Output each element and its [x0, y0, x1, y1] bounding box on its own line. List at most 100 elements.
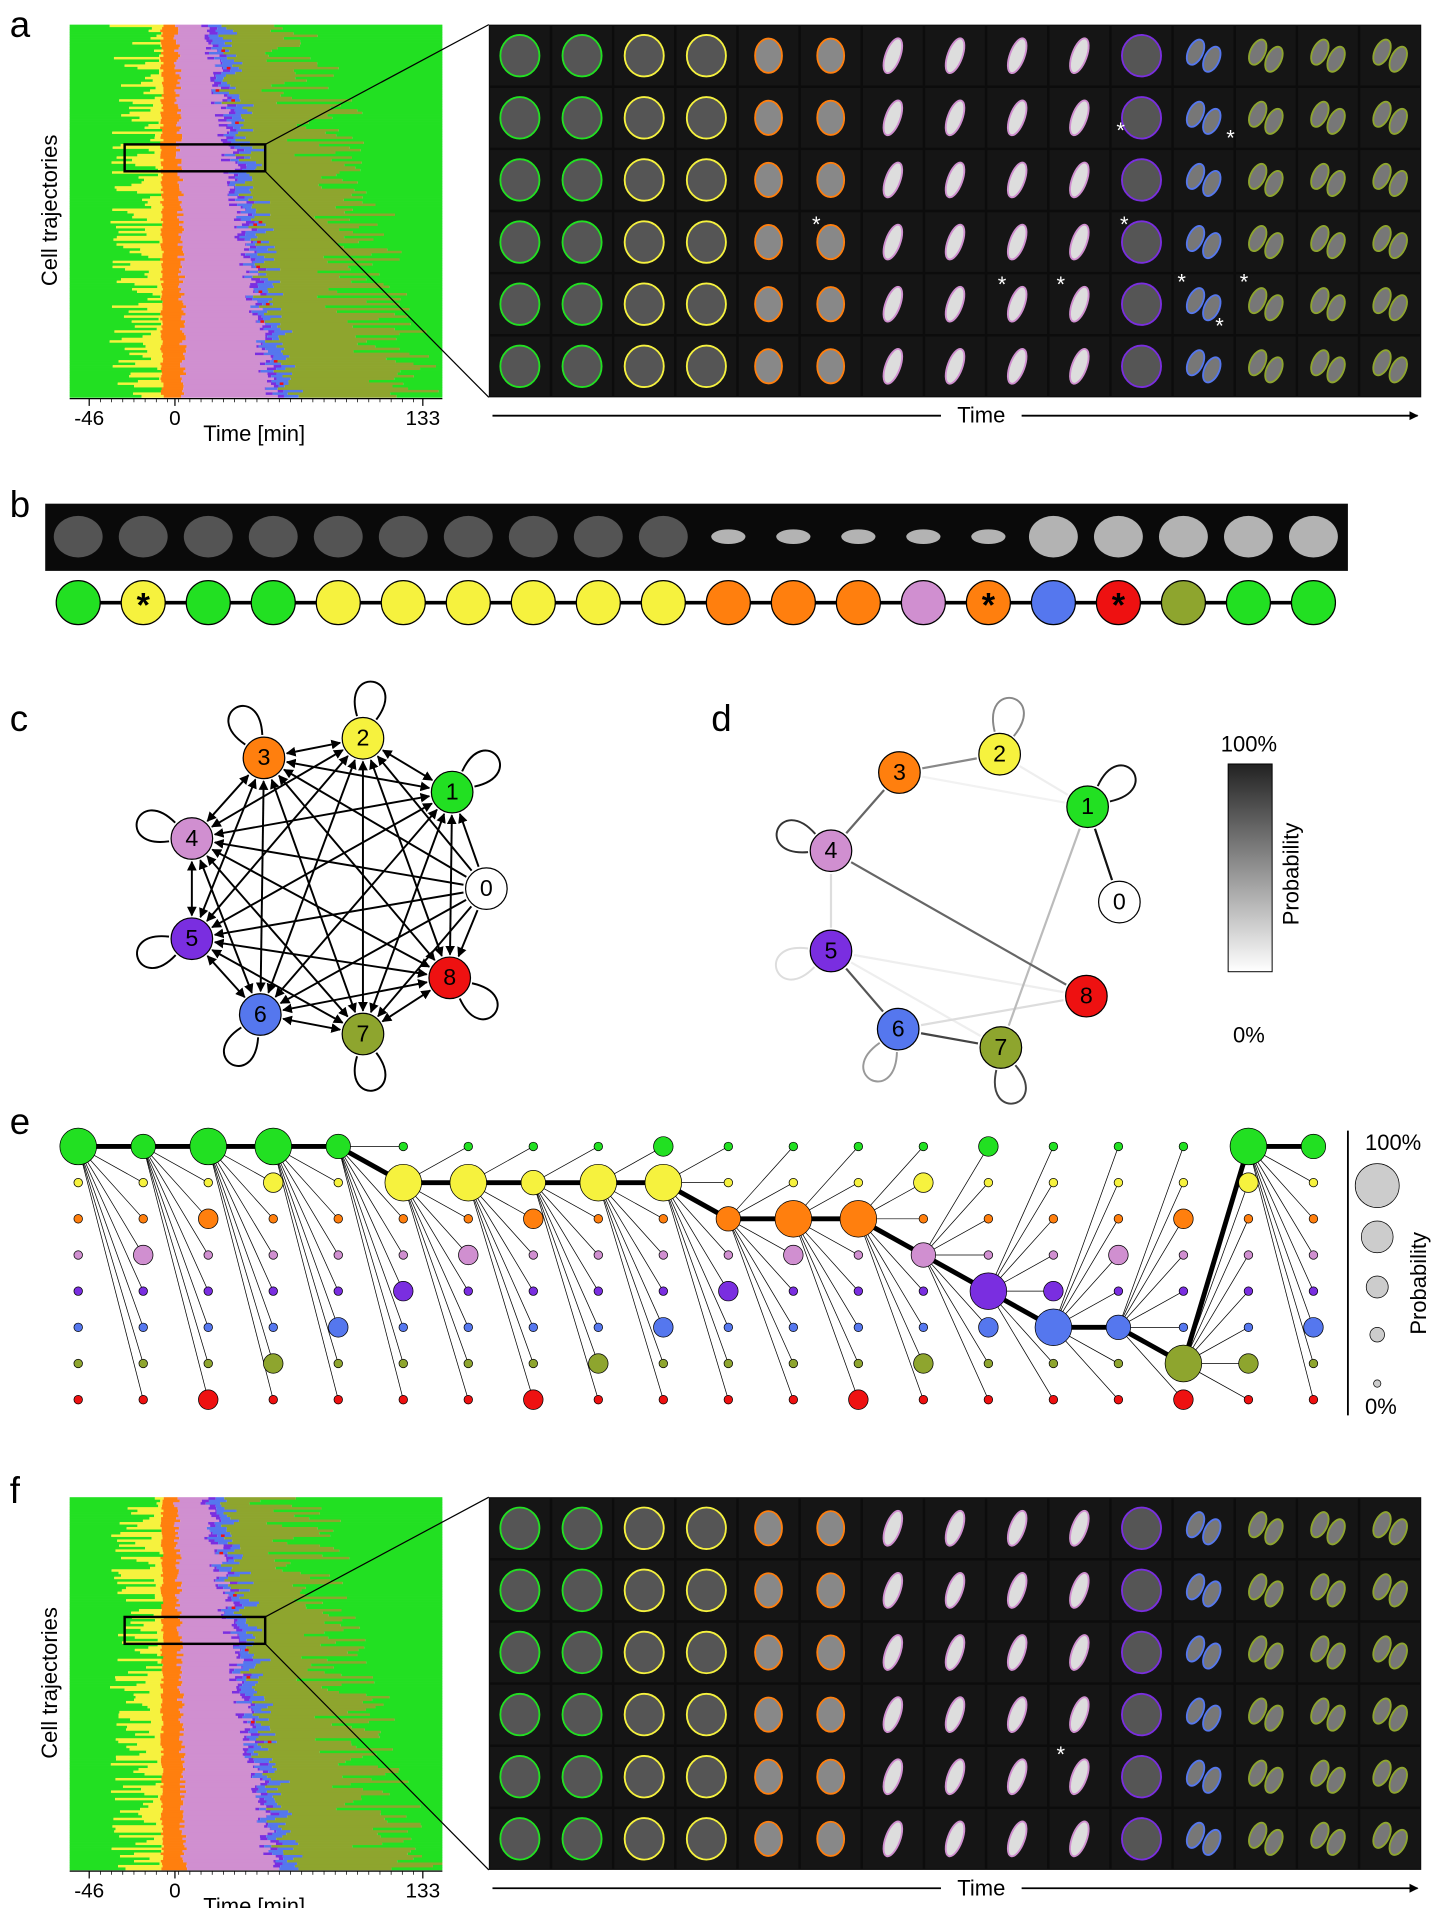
heatmap-cell — [350, 1758, 443, 1761]
nucleus — [1121, 1817, 1162, 1861]
heatmap-cell — [180, 1554, 225, 1558]
heatmap-cell — [241, 1613, 329, 1617]
heatmap-cell — [249, 188, 355, 192]
heatmap-cell — [243, 1594, 305, 1597]
heatmap-cell — [163, 1730, 180, 1734]
heatmap-cell — [321, 1686, 443, 1689]
tree-node — [254, 1127, 292, 1166]
heatmap-cell — [163, 166, 182, 170]
heatmap-cell — [174, 66, 222, 70]
nucleus — [561, 1817, 603, 1861]
heatmap-cell — [244, 1750, 247, 1754]
heatmap-cell — [229, 1678, 237, 1682]
heatmap-cell — [160, 330, 183, 334]
heatmap-cell — [69, 1514, 155, 1518]
x-axis-label: Time [min] — [203, 1894, 305, 1908]
tree-node — [853, 1286, 864, 1296]
heatmap-cell — [251, 1710, 255, 1714]
heatmap-cell — [160, 1522, 175, 1525]
heatmap-cell — [179, 1738, 243, 1742]
state-circle — [1225, 580, 1272, 626]
heatmap-cell — [209, 1512, 217, 1515]
heatmap-cell — [150, 138, 164, 142]
heatmap-cell — [176, 84, 213, 88]
heatmap-cell — [162, 1534, 176, 1538]
tree-node — [718, 1281, 739, 1302]
heatmap-cell — [244, 1755, 252, 1759]
state-node — [1065, 974, 1108, 1018]
heatmap-cell — [179, 1613, 222, 1617]
node-label: 6 — [892, 1016, 905, 1042]
heatmap-cell — [179, 94, 224, 98]
heatmap-cell — [154, 96, 164, 100]
heatmap-cell — [243, 124, 297, 127]
heatmap-cell — [226, 1556, 234, 1560]
heatmap-cell — [161, 183, 180, 187]
nucleus — [1069, 285, 1090, 323]
state-circle — [445, 580, 491, 626]
tree-node — [73, 1177, 83, 1188]
heatmap-cell — [69, 76, 146, 80]
heatmap-cell — [258, 1715, 315, 1719]
nucleus — [754, 224, 783, 261]
heatmap-cell — [231, 39, 301, 43]
heatmap-cell — [280, 1864, 295, 1868]
heatmap-cell — [394, 377, 443, 381]
tree-edge — [402, 1182, 469, 1328]
heatmap-cell — [408, 1780, 443, 1784]
heatmap-cell — [282, 1842, 299, 1846]
heatmap-cell — [162, 355, 185, 358]
heatmap-cell — [182, 330, 269, 334]
heatmap-cell — [246, 1616, 356, 1620]
heatmap-cell — [69, 1713, 119, 1717]
heatmap-cell — [240, 126, 307, 130]
heatmap-cell — [184, 355, 271, 358]
heatmap-cell — [262, 1777, 272, 1781]
heatmap-cell — [257, 300, 269, 304]
heatmap-cell — [69, 1847, 112, 1851]
heatmap-cell — [268, 330, 275, 334]
tree-node — [263, 1353, 284, 1374]
heatmap-cell — [161, 265, 183, 269]
heatmap-cell — [161, 47, 179, 50]
heatmap-cell — [227, 104, 237, 108]
heatmap-cell — [148, 29, 161, 33]
heatmap-cell — [69, 1782, 156, 1786]
heatmap-cell — [258, 1735, 380, 1739]
heatmap-cell — [330, 1534, 443, 1538]
tree-node — [463, 1286, 473, 1296]
heatmap-cell — [267, 248, 388, 252]
heatmap-cell — [285, 367, 421, 371]
heatmap-cell — [134, 1852, 161, 1856]
heatmap-cell — [162, 104, 178, 108]
heatmap-cell — [69, 1676, 116, 1679]
edge — [845, 967, 884, 1013]
heatmap-cell — [276, 250, 402, 254]
heatmap-cell — [249, 1599, 295, 1602]
heatmap-cell — [69, 1835, 120, 1838]
nucleus — [882, 37, 904, 75]
heatmap-cell — [234, 178, 238, 182]
heatmap-cell — [236, 225, 249, 229]
tree-edge — [1118, 1254, 1184, 1328]
heatmap-cell — [69, 1554, 165, 1558]
nucleus — [561, 1630, 603, 1675]
heatmap-cell — [69, 218, 147, 222]
heatmap-cell — [69, 297, 148, 301]
heatmap-cell — [162, 215, 178, 219]
heatmap-cell — [69, 1688, 125, 1692]
heatmap-cell — [302, 389, 439, 393]
heatmap-cell — [317, 270, 443, 274]
heatmap-cell — [240, 1693, 246, 1697]
heatmap-cell — [69, 1646, 149, 1650]
heatmap-cell — [184, 1825, 265, 1829]
heatmap-cell — [246, 163, 262, 167]
heatmap-cell — [236, 1686, 240, 1689]
tree-node — [1243, 1322, 1254, 1332]
tree-node — [579, 1163, 618, 1202]
self-loop — [993, 1064, 1027, 1105]
heatmap-cell — [69, 1544, 120, 1548]
heatmap-cell — [331, 1723, 443, 1727]
heatmap-cell — [156, 327, 163, 331]
heatmap-cell — [160, 121, 178, 125]
